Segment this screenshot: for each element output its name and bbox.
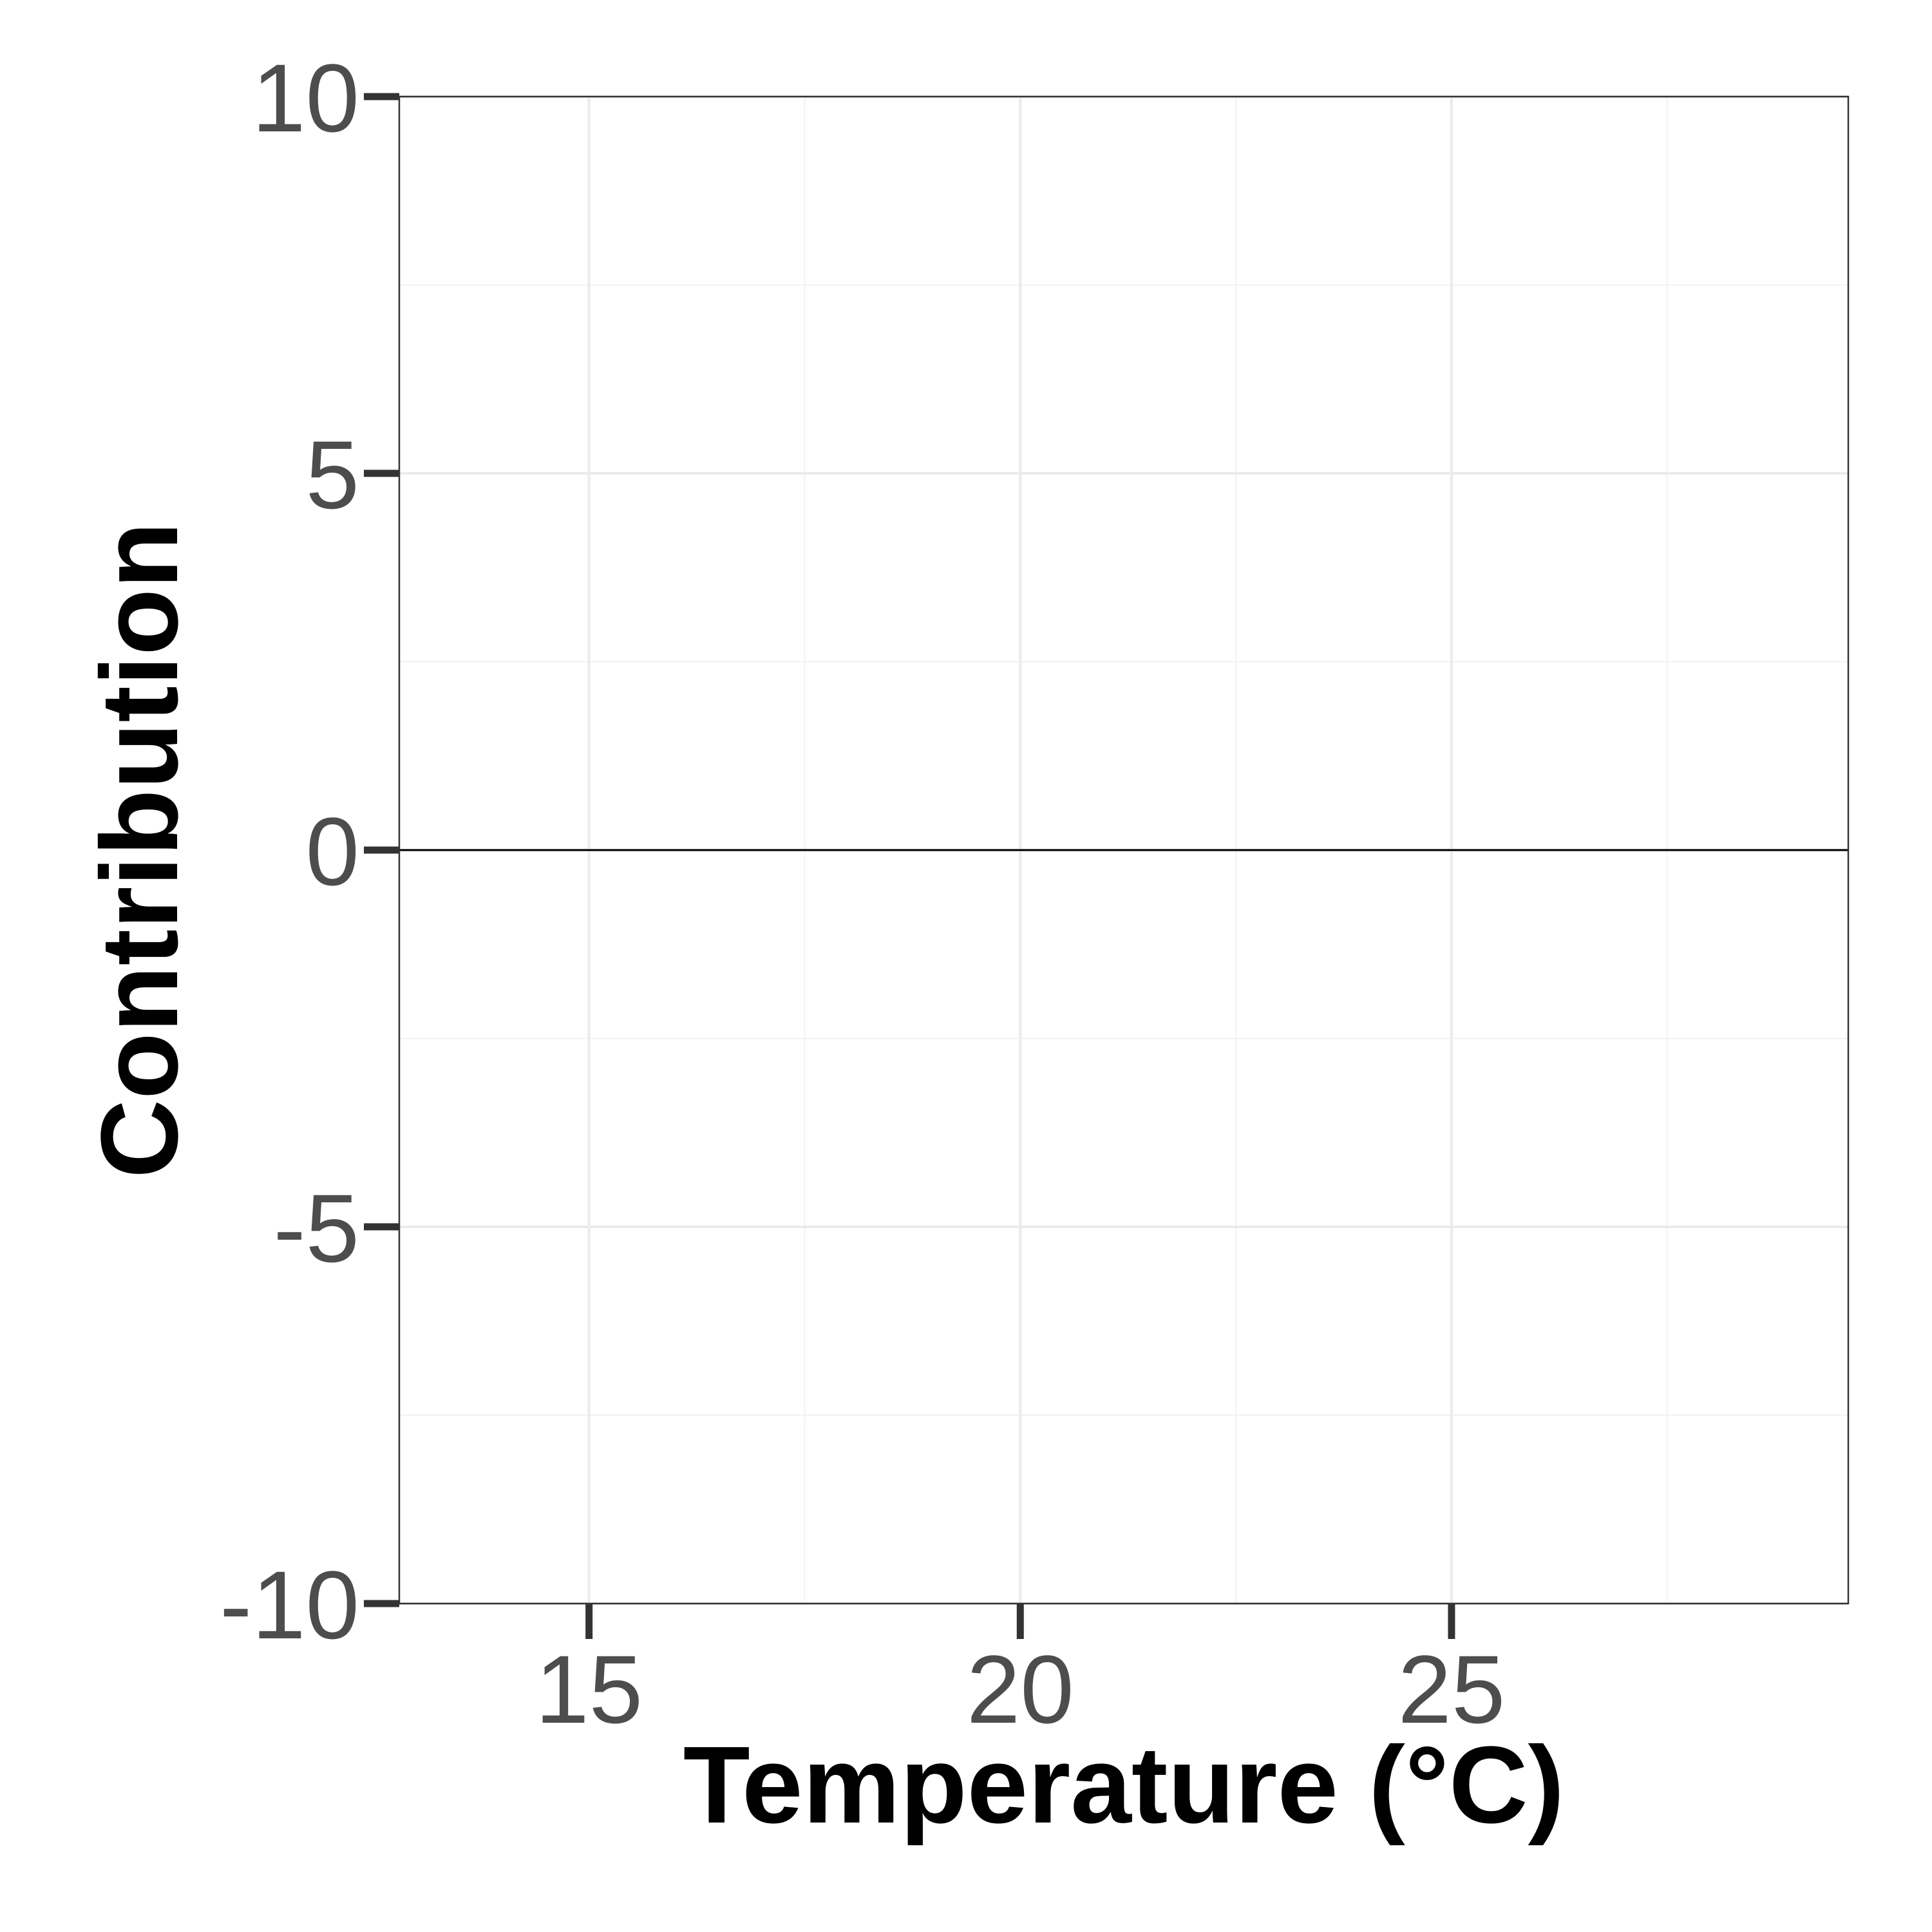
y-tick-label: 10 bbox=[252, 44, 359, 152]
x-tick-label: 20 bbox=[967, 1635, 1074, 1743]
y-tick-label: 5 bbox=[306, 421, 359, 529]
y-tick-label: 0 bbox=[306, 797, 359, 905]
x-tick-label: 15 bbox=[535, 1635, 643, 1743]
y-tick-label: -10 bbox=[220, 1551, 359, 1659]
axis-layer: -10 -5 0 5 10 15 20 25 bbox=[220, 44, 1505, 1743]
y-tick-label: -5 bbox=[274, 1174, 359, 1282]
y-axis-title: Contribution bbox=[79, 522, 201, 1179]
x-tick-label: 25 bbox=[1397, 1635, 1505, 1743]
x-axis-title: Temperature (°C) bbox=[683, 1724, 1564, 1846]
